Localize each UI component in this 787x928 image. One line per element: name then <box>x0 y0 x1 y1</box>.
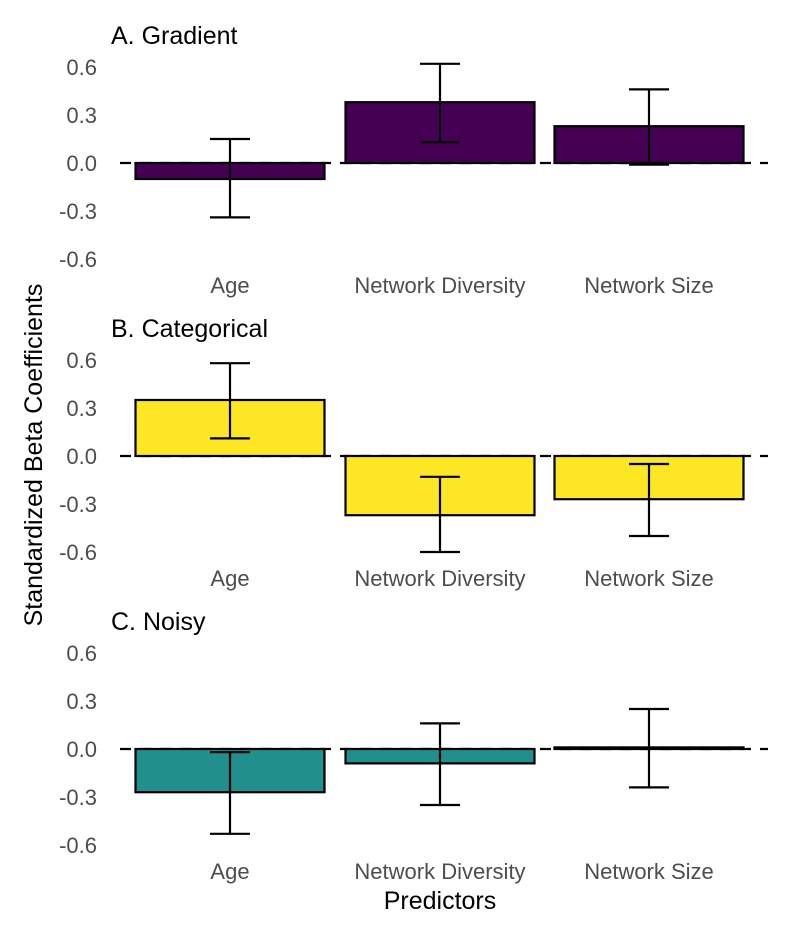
panels: A. Gradient 0.6 0.3 0.0 -0.3 -0.6 Age Network D… <box>59 22 768 884</box>
x-tick-label: Network Size <box>584 859 714 884</box>
y-tick-label: 0.3 <box>66 396 97 421</box>
y-tick-label: 0.3 <box>66 689 97 714</box>
panel-title: C. Noisy <box>111 608 206 636</box>
x-axis-title: Predictors <box>384 887 497 915</box>
x-tick-label: Network Diversity <box>354 859 525 884</box>
y-axis-title: Standardized Beta Coefficients <box>20 284 48 627</box>
error-bar-network-diversity <box>420 475 460 554</box>
y-tick-label: 0.6 <box>66 641 97 666</box>
error-bar-network-size <box>629 707 669 789</box>
y-tick-label: 0.3 <box>66 103 97 128</box>
panel-title: A. Gradient <box>111 22 238 50</box>
error-bar-network-size <box>629 462 669 538</box>
y-tick-label: -0.6 <box>59 540 97 565</box>
panel-3: C. Noisy 0.6 0.3 0.0 -0.3 -0.6 Age Network Dive… <box>59 608 768 884</box>
error-bar-network-size <box>629 88 669 166</box>
panel-1: A. Gradient 0.6 0.3 0.0 -0.3 -0.6 Age Network D… <box>59 22 768 298</box>
error-bar-network-diversity <box>420 722 460 807</box>
panel-title: B. Categorical <box>111 315 268 343</box>
x-tick-label: Age <box>210 566 249 591</box>
x-tick-label: Network Diversity <box>354 273 525 298</box>
y-tick-label: -0.3 <box>59 199 97 224</box>
y-tick-label: -0.6 <box>59 247 97 272</box>
x-tick-label: Network Size <box>584 566 714 591</box>
y-tick-label: -0.3 <box>59 492 97 517</box>
error-bar-age <box>210 751 250 835</box>
x-tick-label: Age <box>210 273 249 298</box>
y-tick-label: -0.6 <box>59 833 97 858</box>
x-tick-label: Network Size <box>584 273 714 298</box>
y-tick-label: -0.3 <box>59 785 97 810</box>
y-tick-label: 0.6 <box>66 348 97 373</box>
y-tick-label: 0.0 <box>66 737 97 762</box>
panel-2: B. Categorical 0.6 0.3 0.0 -0.3 -0.6 Age Networ… <box>59 315 768 591</box>
error-bar-age <box>210 137 250 219</box>
y-tick-label: 0.6 <box>66 55 97 80</box>
x-tick-label: Network Diversity <box>354 566 525 591</box>
y-tick-label: 0.0 <box>66 444 97 469</box>
error-bar-network-diversity <box>420 62 460 144</box>
error-bar-age <box>210 362 250 440</box>
x-tick-label: Age <box>210 859 249 884</box>
y-tick-label: 0.0 <box>66 151 97 176</box>
